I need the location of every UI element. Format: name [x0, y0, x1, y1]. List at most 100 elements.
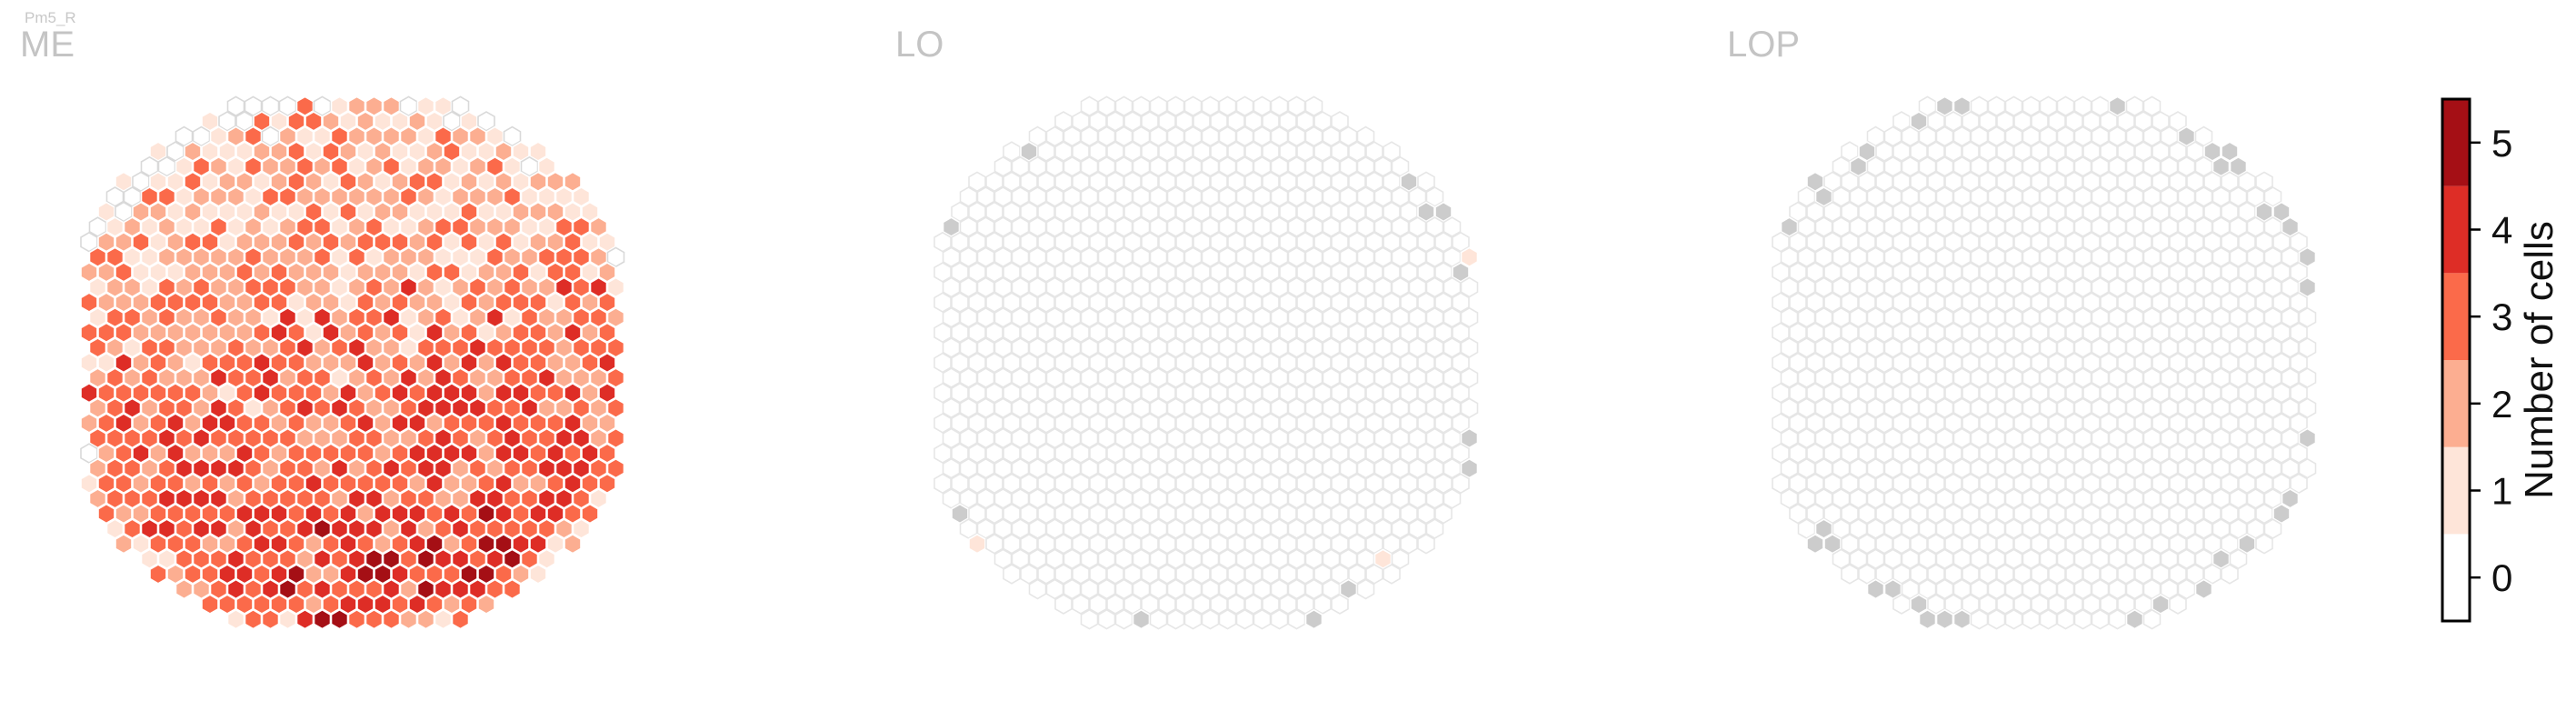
hex-cell	[554, 367, 574, 388]
hex-cell	[322, 533, 340, 555]
hex-cell	[1313, 141, 1332, 162]
hex-cell	[1270, 95, 1289, 117]
hex-cell	[1244, 292, 1263, 313]
hex-cell	[1365, 533, 1383, 555]
hex-cell	[2031, 201, 2049, 223]
hex-cell	[1218, 337, 1237, 358]
hex-cell	[434, 488, 453, 509]
hex-cell	[1772, 322, 1790, 344]
hex-cell	[1193, 503, 1211, 525]
hex-cell	[1183, 186, 1203, 207]
hex-cell	[123, 246, 142, 268]
hex-cell	[1935, 518, 1954, 539]
hex-cell	[347, 216, 366, 237]
hex-cell	[278, 246, 297, 268]
hex-cell	[270, 171, 288, 193]
hex-cell	[942, 306, 961, 328]
hex-cell	[1313, 292, 1332, 313]
hex-cell	[2186, 201, 2204, 223]
hex-cell	[1037, 382, 1055, 404]
hex-cell	[2221, 352, 2239, 374]
hex-cell	[364, 216, 384, 237]
hex-cell	[2004, 367, 2023, 388]
hex-cell	[244, 155, 263, 177]
hex-cell	[2091, 155, 2110, 177]
hex-cell	[1072, 443, 1090, 464]
hex-cell	[1935, 427, 1954, 449]
colorbar-segment	[2442, 446, 2470, 535]
hex-cell	[1996, 352, 2014, 374]
hex-cell	[606, 246, 625, 268]
hex-cell	[2134, 171, 2152, 193]
hex-cell	[2160, 397, 2179, 419]
hex-cell	[443, 201, 461, 223]
hex-cell	[305, 292, 323, 313]
hex-cell	[1944, 533, 1962, 555]
hex-cell	[434, 608, 453, 630]
hex-cell	[468, 518, 487, 539]
hex-cell	[382, 306, 401, 328]
hex-cell	[1339, 186, 1358, 207]
hex-cell	[1962, 413, 1980, 434]
hex-cell	[1296, 533, 1314, 555]
hex-cell	[425, 533, 444, 555]
hex-cell	[2212, 457, 2231, 479]
hex-cell	[2125, 337, 2144, 358]
hex-cell	[157, 548, 176, 570]
hex-cell	[1806, 443, 1824, 464]
hex-cell	[184, 564, 202, 585]
hex-cell	[1201, 488, 1220, 509]
hex-cell	[330, 186, 349, 207]
hex-cell	[485, 397, 504, 419]
hex-cell	[1408, 488, 1427, 509]
hex-cell	[80, 262, 98, 283]
hex-cell	[339, 382, 357, 404]
hex-cell	[1028, 488, 1047, 509]
hex-cell	[1996, 141, 2014, 162]
hex-cell	[1970, 457, 1989, 479]
hex-cell	[985, 352, 1003, 374]
hex-cell	[1166, 608, 1185, 630]
hex-cell	[1866, 488, 1885, 509]
hex-cell	[2272, 443, 2291, 464]
hex-cell	[1210, 292, 1228, 313]
hex-cell	[2100, 413, 2118, 434]
hex-cell	[1166, 337, 1185, 358]
hex-cell	[2065, 473, 2083, 495]
hex-cell	[157, 155, 176, 177]
hex-cell	[416, 518, 435, 539]
hex-cell	[1806, 503, 1824, 525]
hex-cell	[1935, 337, 1954, 358]
hex-cell	[364, 548, 384, 570]
hex-cell	[1193, 292, 1211, 313]
hex-cell	[1331, 262, 1349, 283]
hex-cell	[261, 367, 280, 388]
hex-cell	[408, 413, 426, 434]
hex-cell	[529, 352, 547, 374]
hex-cell	[2134, 292, 2152, 313]
hex-cell	[976, 186, 995, 207]
hex-cell	[2065, 111, 2083, 132]
hex-cell	[1841, 503, 1859, 525]
hex-cell	[226, 367, 245, 388]
hex-cell	[1460, 427, 1479, 449]
hex-cell	[2004, 518, 2023, 539]
hex-cell	[1797, 216, 1816, 237]
hex-cell	[520, 427, 539, 449]
hex-cell	[2013, 503, 2032, 525]
hex-cell	[2013, 564, 2032, 585]
hex-cell	[2048, 443, 2066, 464]
hex-cell	[1253, 246, 1272, 268]
hex-cell	[572, 186, 591, 207]
hex-cell	[2203, 382, 2222, 404]
hex-cell	[942, 367, 961, 388]
hex-cell	[1996, 201, 2014, 223]
hex-cell	[382, 216, 401, 237]
hex-cell	[244, 216, 263, 237]
hex-cell	[564, 503, 582, 525]
hex-cell	[2142, 216, 2162, 237]
hex-cell	[2031, 352, 2049, 374]
hex-cell	[1045, 427, 1064, 449]
hex-cell	[1166, 397, 1185, 419]
hex-cell	[2203, 231, 2222, 253]
